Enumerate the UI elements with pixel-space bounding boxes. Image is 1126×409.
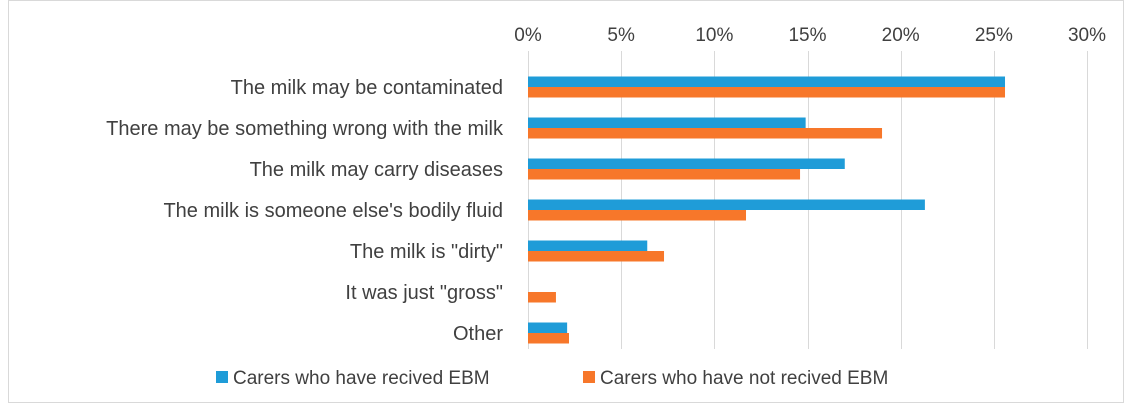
bar-chart: 0% 5% 10% 15% 20% 25% 30% The milk may be cont… (106, 25, 1106, 389)
legend-swatch (583, 371, 595, 383)
tick-label: 15% (788, 25, 826, 46)
legend: Carers who have recived EBM Carers who ha… (216, 368, 888, 389)
bar (528, 292, 556, 303)
tick-label: 10% (695, 25, 733, 46)
bar (528, 333, 569, 344)
bars (528, 76, 1006, 344)
bar (528, 117, 806, 128)
bar (528, 169, 801, 180)
category-label: The milk is someone else's bodily fluid (163, 200, 503, 222)
bar (528, 87, 1006, 98)
bar (528, 322, 568, 333)
legend-label: Carers who have not recived EBM (600, 368, 888, 389)
legend-swatch (216, 371, 228, 383)
category-label: The milk may be contaminated (231, 77, 503, 99)
bar (528, 158, 845, 169)
category-label: Other (453, 323, 503, 345)
tick-label: 20% (882, 25, 920, 46)
category-label: The milk is "dirty" (350, 241, 503, 263)
tick-label: 5% (607, 25, 635, 46)
category-label: It was just "gross" (345, 282, 503, 304)
category-labels: The milk may be contaminated There may be… (106, 77, 504, 345)
bar (528, 240, 648, 251)
bar (528, 76, 1006, 87)
bar (528, 251, 665, 262)
legend-label: Carers who have recived EBM (233, 368, 490, 389)
tick-label: 25% (975, 25, 1013, 46)
category-label: The milk may carry diseases (250, 159, 503, 181)
chart-frame: 0% 5% 10% 15% 20% 25% 30% The milk may be cont… (8, 0, 1124, 403)
bar (528, 210, 747, 221)
bar (528, 199, 925, 210)
tick-label: 30% (1068, 25, 1106, 46)
tick-label: 0% (514, 25, 542, 46)
category-label: There may be something wrong with the mi… (106, 118, 504, 140)
x-axis-ticks: 0% 5% 10% 15% 20% 25% 30% (514, 25, 1106, 46)
bar (528, 128, 883, 139)
